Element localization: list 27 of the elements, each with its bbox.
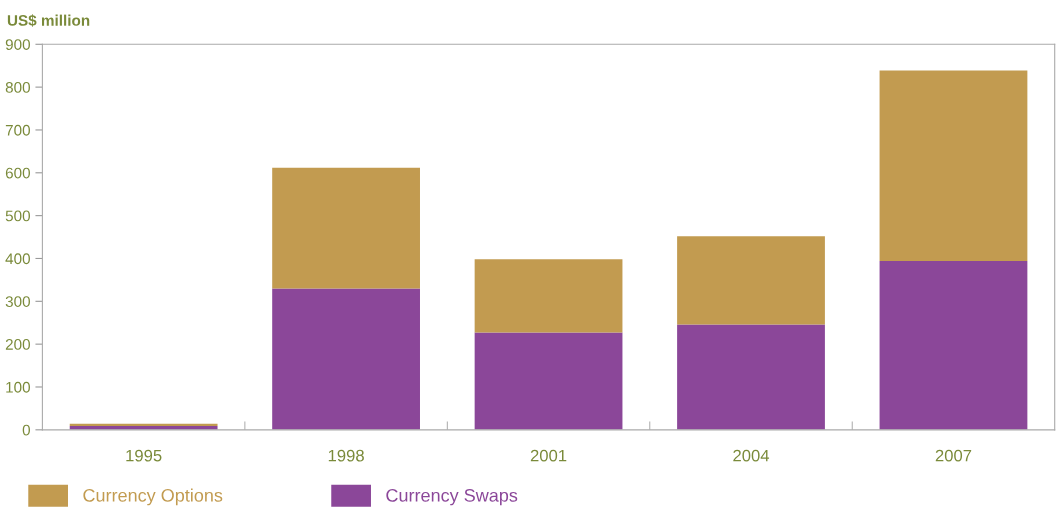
- x-tick-label: 1998: [328, 449, 364, 462]
- bar: [69, 423, 218, 426]
- bar: [474, 259, 623, 333]
- legend-label: Currency Options: [83, 488, 223, 506]
- bar: [272, 288, 420, 430]
- bar: [677, 324, 825, 430]
- y-tick-label: 800: [5, 81, 30, 93]
- y-tick-label: 300: [5, 296, 30, 307]
- x-tick-label: 2007: [935, 449, 972, 462]
- y-tick-label: 900: [5, 39, 30, 50]
- y-tick-label: 700: [5, 124, 30, 136]
- y-tick-label: 500: [5, 210, 30, 222]
- x-tick-label: 2001: [530, 449, 567, 462]
- y-tick-label: 100: [6, 381, 30, 393]
- bar: [474, 332, 623, 430]
- x-tick-label: 2004: [733, 449, 770, 462]
- y-tick-label: 200: [5, 339, 30, 350]
- legend-label: Currency Swaps: [386, 488, 518, 506]
- y-axis-title: US$ million: [7, 14, 90, 27]
- y-tick-label: 400: [5, 253, 30, 265]
- bar: [879, 261, 1028, 430]
- bar: [879, 70, 1028, 262]
- bar: [677, 236, 825, 325]
- y-tick-label: 600: [5, 167, 30, 179]
- y-tick-label: 0: [22, 424, 30, 436]
- x-tick-label: 1995: [126, 449, 162, 462]
- bar: [272, 167, 420, 289]
